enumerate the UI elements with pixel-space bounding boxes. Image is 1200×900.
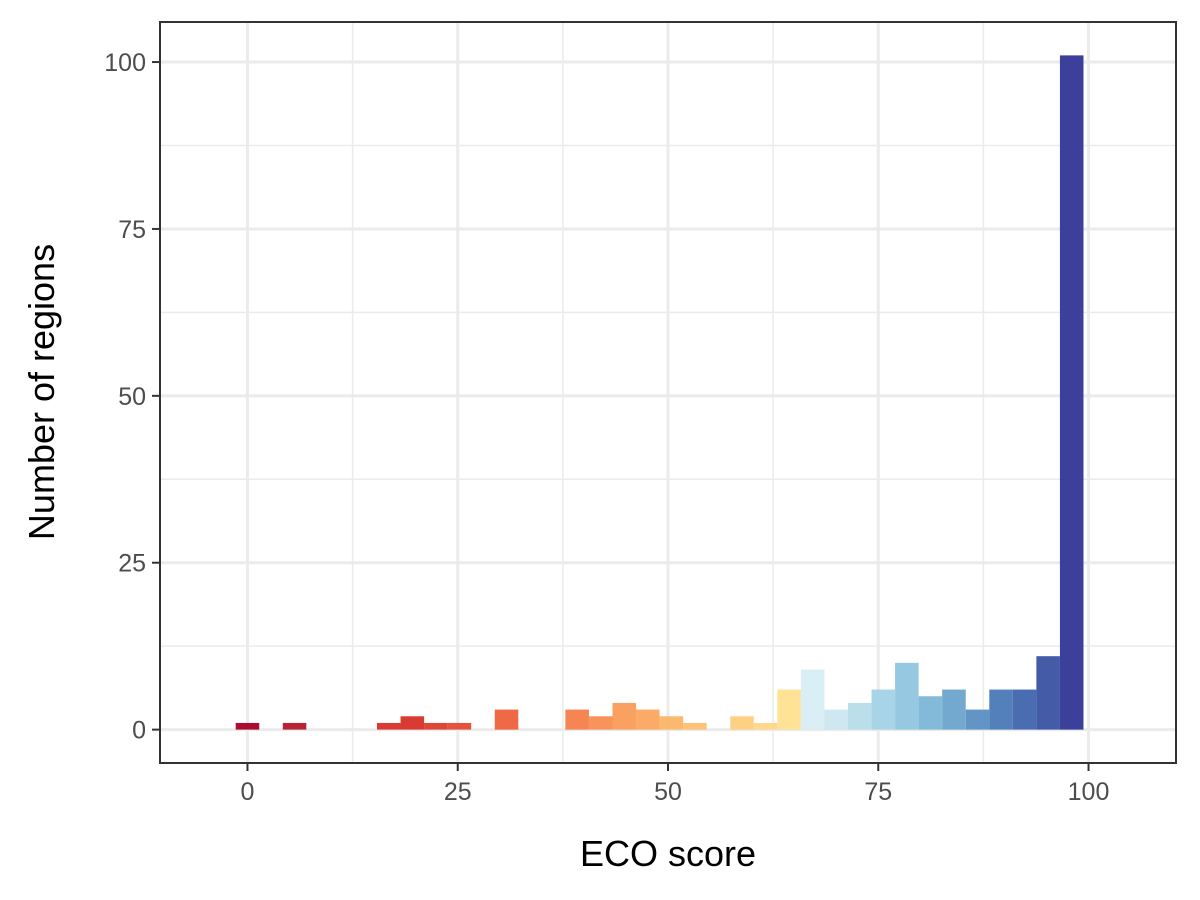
histogram-bar xyxy=(612,702,637,730)
histogram-bar xyxy=(895,662,919,730)
histogram-bar xyxy=(659,716,684,730)
histogram-bar xyxy=(965,709,990,730)
histogram-bar xyxy=(400,716,425,730)
x-tick-label: 50 xyxy=(654,778,682,806)
histogram-bar xyxy=(235,722,260,730)
x-tick-label: 100 xyxy=(1068,778,1110,806)
x-tick-label: 0 xyxy=(241,778,255,806)
histogram-bar xyxy=(871,689,896,730)
y-tick-label: 100 xyxy=(104,49,146,77)
histogram-bar xyxy=(753,722,778,730)
histogram-bar xyxy=(683,722,707,730)
histogram-bar xyxy=(942,689,966,730)
histogram-bar xyxy=(824,709,848,730)
histogram-bar xyxy=(636,709,660,730)
histogram-bar xyxy=(376,722,401,730)
histogram-bar xyxy=(565,709,589,730)
x-axis-title: ECO score xyxy=(580,833,756,874)
histogram-bar xyxy=(730,716,754,730)
histogram-bar xyxy=(494,709,519,730)
histogram-bars xyxy=(235,55,1084,730)
y-tick-label: 75 xyxy=(118,216,146,244)
histogram-bar xyxy=(989,689,1013,730)
y-tick-label: 25 xyxy=(118,550,146,578)
x-tick-label: 75 xyxy=(864,778,892,806)
histogram-bar xyxy=(800,669,825,730)
histogram-bar xyxy=(1036,656,1060,730)
histogram-bar xyxy=(588,716,613,730)
histogram-bar xyxy=(918,696,943,730)
histogram-bar xyxy=(1059,55,1084,730)
histogram-bar xyxy=(1012,689,1037,730)
x-tick-label: 25 xyxy=(444,778,472,806)
y-tick-label: 50 xyxy=(118,383,146,411)
y-axis-title: Number of regions xyxy=(21,244,62,540)
y-tick-label: 0 xyxy=(132,717,146,745)
histogram-bar xyxy=(447,722,472,730)
axis-ticks: 0 25 50 75 100 0 25 50 75 100 xyxy=(104,49,1109,806)
histogram-bar xyxy=(847,702,872,730)
histogram-bar xyxy=(282,722,307,730)
histogram-bar xyxy=(424,722,448,730)
histogram-bar xyxy=(777,689,801,730)
